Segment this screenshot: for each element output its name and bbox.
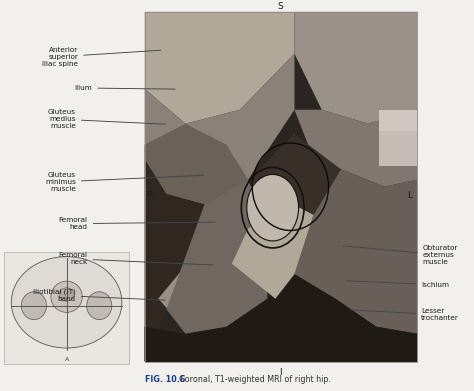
- Text: S: S: [278, 2, 283, 11]
- Text: Femoral
neck: Femoral neck: [59, 252, 213, 265]
- Bar: [145, 12, 417, 362]
- Text: L: L: [408, 191, 412, 200]
- Text: Femoral
head: Femoral head: [59, 217, 215, 230]
- Polygon shape: [232, 201, 313, 299]
- Text: A: A: [64, 357, 69, 362]
- Polygon shape: [145, 159, 205, 362]
- Text: I: I: [279, 368, 282, 377]
- Bar: [145, 12, 417, 362]
- Polygon shape: [145, 274, 417, 362]
- Text: Coronal, T1-weighted MRI of right hip.: Coronal, T1-weighted MRI of right hip.: [174, 375, 331, 384]
- Ellipse shape: [59, 288, 74, 301]
- Polygon shape: [294, 110, 417, 187]
- Text: Ilium: Ilium: [75, 85, 175, 91]
- Ellipse shape: [21, 292, 46, 319]
- Text: Ischium: Ischium: [346, 281, 449, 288]
- Polygon shape: [145, 12, 294, 124]
- Bar: [379, 124, 417, 166]
- Polygon shape: [294, 12, 417, 124]
- Text: Gluteus
minimus
muscle: Gluteus minimus muscle: [45, 172, 203, 192]
- Polygon shape: [145, 124, 248, 204]
- Ellipse shape: [247, 174, 299, 241]
- Ellipse shape: [51, 281, 82, 312]
- Ellipse shape: [87, 292, 112, 319]
- Polygon shape: [248, 134, 341, 215]
- Ellipse shape: [11, 256, 122, 348]
- Polygon shape: [158, 134, 313, 320]
- Polygon shape: [166, 180, 267, 334]
- Text: R: R: [146, 191, 153, 200]
- Text: Anterior
superior
iliac spine: Anterior superior iliac spine: [42, 47, 161, 67]
- Text: Obturator
externus
muscle: Obturator externus muscle: [343, 245, 458, 265]
- Bar: [379, 110, 417, 131]
- Text: Iliotibial (IT)
band: Iliotibial (IT) band: [33, 289, 165, 302]
- Text: FIG. 10.6: FIG. 10.6: [145, 375, 185, 384]
- Polygon shape: [294, 169, 417, 334]
- Text: Gluteus
medius
muscle: Gluteus medius muscle: [48, 109, 165, 129]
- Bar: [4, 252, 129, 364]
- Polygon shape: [145, 54, 294, 204]
- Text: Lesser
trochanter: Lesser trochanter: [350, 308, 459, 321]
